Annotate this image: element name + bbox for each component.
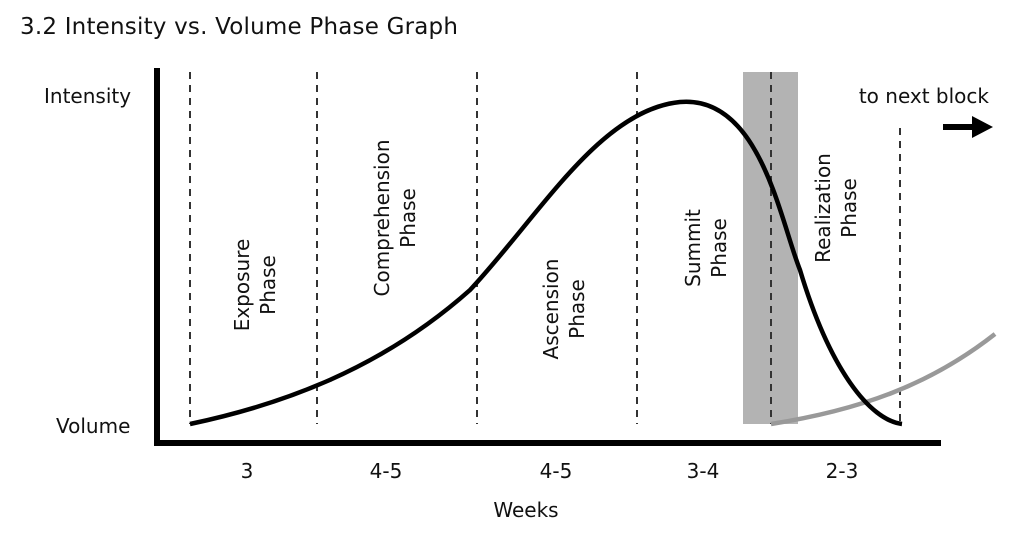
svg-text:Phase: Phase (565, 279, 589, 339)
svg-text:Ascension: Ascension (539, 259, 563, 360)
next-block-label: to next block (859, 84, 990, 108)
x-axis-label: Weeks (493, 498, 558, 522)
svg-text:Realization: Realization (811, 153, 835, 263)
next-block-curve (770, 332, 997, 427)
diagram-title: 3.2 Intensity vs. Volume Phase Graph (20, 14, 459, 40)
phase-label-comprehension: Comprehension Phase (370, 139, 420, 296)
phase-label-summit: Summit Phase (681, 209, 731, 287)
weeks-label-4: 3-4 (687, 459, 720, 483)
phase-label-ascension: Ascension Phase (539, 259, 589, 360)
phase-label-exposure: Exposure Phase (230, 239, 280, 332)
svg-text:Exposure: Exposure (230, 239, 254, 332)
phase-label-realization: Realization Phase (811, 153, 861, 263)
weeks-label-3: 4-5 (540, 459, 573, 483)
weeks-label-1: 3 (241, 459, 254, 483)
weeks-label-5: 2-3 (826, 459, 859, 483)
weeks-label-2: 4-5 (370, 459, 403, 483)
svg-text:Comprehension: Comprehension (370, 139, 394, 296)
arrow-right-icon (943, 116, 993, 138)
svg-text:Phase: Phase (837, 178, 861, 238)
svg-text:Phase: Phase (256, 255, 280, 315)
svg-text:Phase: Phase (707, 218, 731, 278)
svg-text:Phase: Phase (396, 188, 420, 248)
intensity-curve (189, 99, 903, 427)
y-label-intensity: Intensity (44, 84, 131, 108)
svg-text:Summit: Summit (681, 209, 705, 287)
y-label-volume: Volume (56, 414, 130, 438)
